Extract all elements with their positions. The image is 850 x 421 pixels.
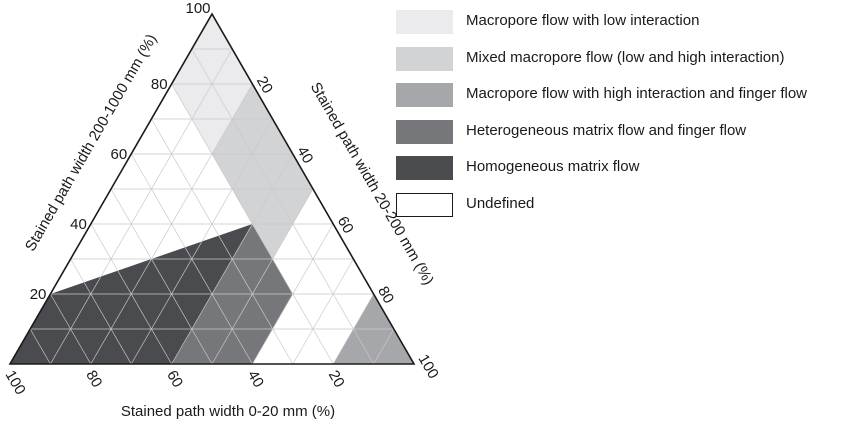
left-tick-label: 40 <box>70 216 87 233</box>
legend-swatch <box>396 10 453 34</box>
grid-line-b <box>252 223 334 365</box>
legend-item: Mixed macropore flow (low and high inter… <box>396 46 850 73</box>
right-tick-label: 60 <box>334 214 357 237</box>
legend-label: Macropore flow with low interaction <box>466 12 700 29</box>
grid-line-c <box>151 118 294 365</box>
triangle-grid <box>29 48 395 365</box>
grid-line-c <box>191 48 374 365</box>
bottom-tick-label: 100 <box>2 368 29 398</box>
triangle-outline <box>8 12 416 365</box>
left-tick-label: 60 <box>111 146 128 163</box>
legend-swatch <box>396 46 453 71</box>
right-tick-label: 80 <box>374 284 397 307</box>
tick-labels: 20 40 60 80 100 20 40 60 80 100 100 80 60 40 20 <box>2 0 442 398</box>
left-tick-label: 80 <box>151 76 168 93</box>
bottom-tick-label: 40 <box>244 368 267 391</box>
legend-item: Homogeneous matrix flow <box>396 156 850 182</box>
grid-line-b <box>292 258 354 365</box>
grid-line-c <box>29 328 51 365</box>
grid-line-c <box>110 188 213 365</box>
bottom-tick-label: 20 <box>325 368 348 391</box>
legend-item: Undefined <box>396 192 850 219</box>
legend-item: Macropore flow with high interaction and… <box>396 83 850 109</box>
bottom-tick-label: 80 <box>82 368 105 391</box>
left-tick-label: 20 <box>30 286 47 303</box>
legend-swatch <box>396 192 453 217</box>
grid-line-c <box>70 258 132 365</box>
legend-swatch <box>396 83 453 107</box>
left-tick-label: 100 <box>185 0 210 17</box>
legend-swatch <box>396 119 453 144</box>
grid-line-b <box>332 293 374 365</box>
grid-line-b <box>50 48 233 365</box>
right-axis-title: Stained path width 20-200 mm (%) <box>307 79 437 288</box>
legend-label: Macropore flow with high interaction and… <box>466 85 808 102</box>
right-tick-label: 40 <box>293 144 316 167</box>
grid-line-b <box>211 188 314 365</box>
legend-label: Heterogeneous matrix flow and finger flo… <box>466 121 747 139</box>
right-tick-label: 100 <box>415 352 442 382</box>
grid-line-c <box>50 293 92 365</box>
legend-swatch <box>396 156 453 180</box>
legend-label: Undefined <box>466 194 535 212</box>
grid-line-b <box>373 328 395 365</box>
legend-item: Macropore flow with low interaction <box>396 10 850 36</box>
bottom-axis-title: Stained path width 0-20 mm (%) <box>121 403 335 420</box>
legend-label: Homogeneous matrix flow <box>466 158 640 175</box>
bottom-tick-label: 60 <box>163 368 186 391</box>
left-axis-title: Stained path width 200-1000 mm (%) <box>22 31 161 254</box>
grid-line-b <box>130 118 273 365</box>
legend-label: Mixed macropore flow (low and high inter… <box>466 48 785 66</box>
grid-line-c <box>90 223 172 365</box>
legend-item: Heterogeneous matrix flow and finger flo… <box>396 119 850 146</box>
right-tick-label: 20 <box>253 74 276 97</box>
